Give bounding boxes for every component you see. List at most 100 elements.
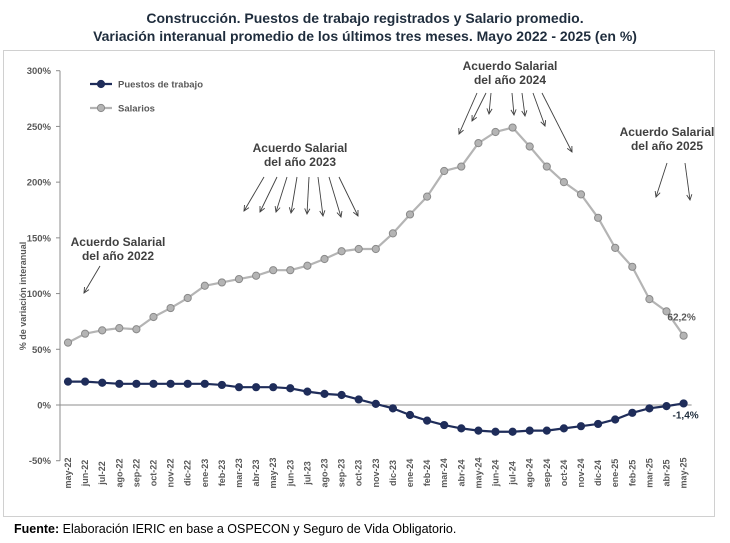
data-point (611, 415, 620, 424)
annotation-line2: del año 2022 (82, 249, 154, 263)
data-point (63, 338, 73, 347)
x-tick-label: jul-22 (97, 461, 107, 486)
data-point (149, 312, 158, 322)
data-point (303, 261, 312, 270)
data-point (559, 178, 569, 187)
x-tick-label: abr-24 (456, 459, 466, 486)
annotation-arrow (541, 92, 573, 153)
data-point (354, 395, 363, 404)
x-tick-label: jul-23 (302, 461, 312, 486)
annotation-arrowhead (566, 145, 573, 153)
x-tick-label: sep-23 (337, 459, 347, 488)
x-tick-label: ago-23 (320, 458, 330, 487)
x-tick-label: may-25 (679, 457, 689, 488)
data-point (474, 139, 483, 148)
annotation-line1: Acuerdo Salarial (253, 141, 348, 155)
y-tick-label: 50% (32, 345, 52, 356)
data-point (405, 410, 415, 420)
x-tick-label: mar-25 (644, 458, 654, 488)
data-point (576, 422, 586, 431)
annotation-arrow (655, 162, 668, 198)
annotation-arrowhead (471, 114, 478, 122)
annotation-line1: Acuerdo Salarial (463, 59, 558, 73)
x-tick-label: sep-22 (131, 459, 141, 488)
x-tick-label: oct-22 (149, 460, 159, 487)
data-point (183, 293, 192, 303)
data-point (628, 262, 637, 271)
data-point (269, 383, 278, 392)
data-point (371, 244, 380, 254)
legend-marker (96, 79, 106, 89)
data-point (645, 295, 654, 304)
x-tick-label: dic-23 (388, 460, 398, 486)
data-point (440, 166, 449, 176)
data-point (388, 404, 397, 413)
x-tick-label: feb-24 (422, 460, 432, 487)
annotation-arrow (511, 92, 515, 116)
x-tick-label: jun-24 (491, 460, 501, 488)
data-point (132, 379, 141, 388)
annotation-arrow (458, 92, 478, 135)
annotation-arrowhead (521, 110, 528, 118)
x-tick-label: ene-25 (610, 459, 620, 488)
x-tick-label: dic-22 (183, 460, 193, 486)
annotation-arrowhead (336, 211, 343, 218)
legend-label: Salarios (118, 104, 155, 115)
annotation-arrow (684, 162, 691, 201)
data-point (645, 404, 654, 413)
data-point (525, 426, 534, 435)
annotation-arrow (521, 92, 526, 117)
x-tick-label: oct-24 (559, 460, 569, 487)
annotation-arrowhead (274, 205, 281, 213)
chart-frame (3, 50, 715, 517)
data-point (81, 329, 90, 338)
data-point (576, 190, 586, 199)
data-point (252, 271, 261, 280)
annotation-arrow (338, 176, 359, 217)
annotation-arrowhead (510, 109, 517, 117)
data-point (440, 420, 449, 430)
y-tick-label: 250% (27, 122, 52, 133)
annotation-line1: Acuerdo Salarial (71, 235, 166, 249)
data-point (354, 244, 363, 254)
data-point (286, 384, 295, 393)
annotation-arrowhead (353, 209, 359, 217)
x-tick-label: abr-25 (662, 459, 672, 486)
data-point (149, 379, 158, 388)
data-point (252, 383, 261, 392)
data-point (269, 266, 278, 275)
x-tick-label: jul-24 (508, 461, 518, 486)
data-point (508, 123, 517, 132)
data-point (217, 380, 226, 390)
data-point (303, 387, 312, 396)
annotation-arrowhead (458, 127, 464, 135)
x-tick-label: feb-23 (217, 460, 227, 487)
data-point (628, 408, 637, 417)
y-tick-label: 200% (27, 178, 52, 189)
annotation-arrow (532, 92, 546, 127)
data-point (662, 307, 671, 316)
annotation-arrow (306, 176, 310, 215)
data-point (234, 383, 244, 392)
x-tick-label: sep-24 (542, 459, 552, 488)
annotation-arrow (290, 176, 298, 214)
x-tick-label: ago-22 (114, 458, 124, 487)
data-point (491, 127, 500, 137)
legend-marker (96, 103, 106, 113)
annotation-arrow (259, 176, 278, 213)
x-tick-label: jun-23 (285, 460, 295, 488)
data-point (98, 326, 107, 335)
y-tick-label: 300% (27, 66, 52, 77)
data-point (286, 266, 295, 275)
x-tick-label: may-24 (473, 457, 483, 488)
x-tick-label: may-22 (63, 457, 73, 488)
chart-subtitle: Variación interanual promedio de los últ… (93, 28, 637, 44)
annotation-arrow (275, 176, 288, 213)
data-point (457, 424, 466, 433)
data-point (594, 213, 603, 222)
data-point (200, 281, 209, 290)
data-point (337, 390, 346, 400)
data-label-salarios: 62,2% (667, 313, 695, 324)
data-point (559, 424, 569, 433)
data-point (217, 278, 226, 287)
